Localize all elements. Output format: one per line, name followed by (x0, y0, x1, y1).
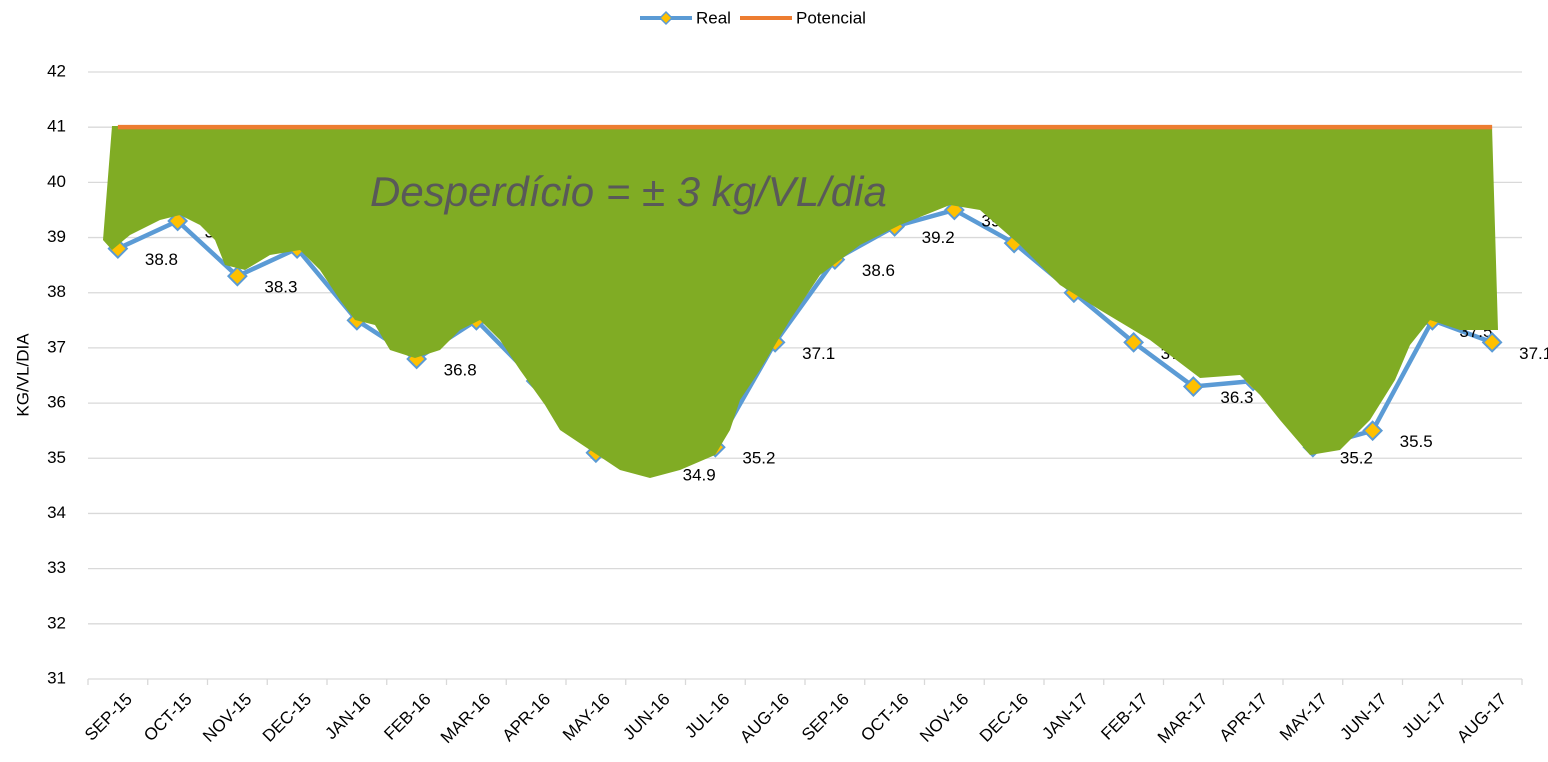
overlay: Real Potencial (118, 8, 1492, 127)
legend-marker (660, 12, 672, 24)
x-tick-label: DEC-16 (976, 690, 1032, 746)
x-tick-label: FEB-17 (1097, 690, 1151, 744)
legend-label: Potencial (796, 8, 866, 27)
x-tick-label: MAY-17 (1276, 690, 1331, 745)
value-label: 35.2 (742, 449, 775, 468)
x-tick-label: JAN-17 (1038, 690, 1092, 744)
x-tick-label: JUL-16 (681, 690, 733, 742)
value-label: 38.6 (862, 261, 895, 280)
marker (1364, 422, 1382, 440)
x-tick-label: JAN-16 (321, 690, 375, 744)
x-tick-label: JUN-16 (619, 690, 673, 744)
x-tick-label: AUG-16 (736, 690, 793, 747)
y-tick-label: 32 (47, 613, 66, 632)
x-tick-label: MAR-16 (437, 690, 495, 748)
x-tick-label: JUN-17 (1336, 690, 1390, 744)
y-tick-label: 39 (47, 227, 66, 246)
y-tick-label: 41 (47, 117, 66, 136)
x-tick-label: SEP-15 (81, 690, 136, 745)
value-label: 37.1 (1519, 344, 1548, 363)
y-tick-label: 34 (47, 503, 66, 522)
y-tick-label: 40 (47, 172, 66, 191)
y-tick-label: 31 (47, 668, 66, 687)
value-label: 39.2 (922, 228, 955, 247)
value-label: 35.5 (1400, 432, 1433, 451)
x-tick-label: MAR-17 (1154, 690, 1212, 748)
x-tick-label: APR-17 (1216, 690, 1272, 746)
x-tick-label: SEP-16 (798, 690, 853, 745)
y-tick-label: 42 (47, 61, 66, 80)
x-tick-label: FEB-16 (380, 690, 434, 744)
x-tick-label: MAY-16 (559, 690, 614, 745)
x-tick-label: OCT-15 (140, 690, 196, 746)
y-tick-label: 33 (47, 558, 66, 577)
x-tick-label: AUG-17 (1453, 690, 1510, 747)
x-tick-label: NOV-16 (916, 690, 972, 746)
y-axis-title: KG/VL/DIA (13, 333, 32, 417)
y-tick-label: 35 (47, 448, 66, 467)
annotation: Desperdício = ± 3 kg/VL/dia (370, 168, 887, 215)
value-label: 35.2 (1340, 449, 1373, 468)
value-label: 38.3 (264, 278, 297, 297)
x-tick-label: DEC-15 (259, 690, 315, 746)
y-tick-label: 38 (47, 282, 66, 301)
x-tick-label: JUL-17 (1398, 690, 1450, 742)
y-tick-label: 37 (47, 337, 66, 356)
value-label: 37.1 (802, 344, 835, 363)
y-tick-label: 36 (47, 393, 66, 412)
value-label: 36.3 (1220, 388, 1253, 407)
legend-label: Real (696, 8, 731, 27)
chart: 313233343536373839404142SEP-15OCT-15NOV-… (0, 0, 1548, 762)
value-label: 38.8 (145, 250, 178, 269)
x-tick-label: NOV-15 (199, 690, 255, 746)
x-tick-label: APR-16 (499, 690, 555, 746)
value-label: 34.9 (683, 465, 716, 484)
x-tick-label: OCT-16 (857, 690, 913, 746)
value-label: 36.8 (444, 360, 477, 379)
